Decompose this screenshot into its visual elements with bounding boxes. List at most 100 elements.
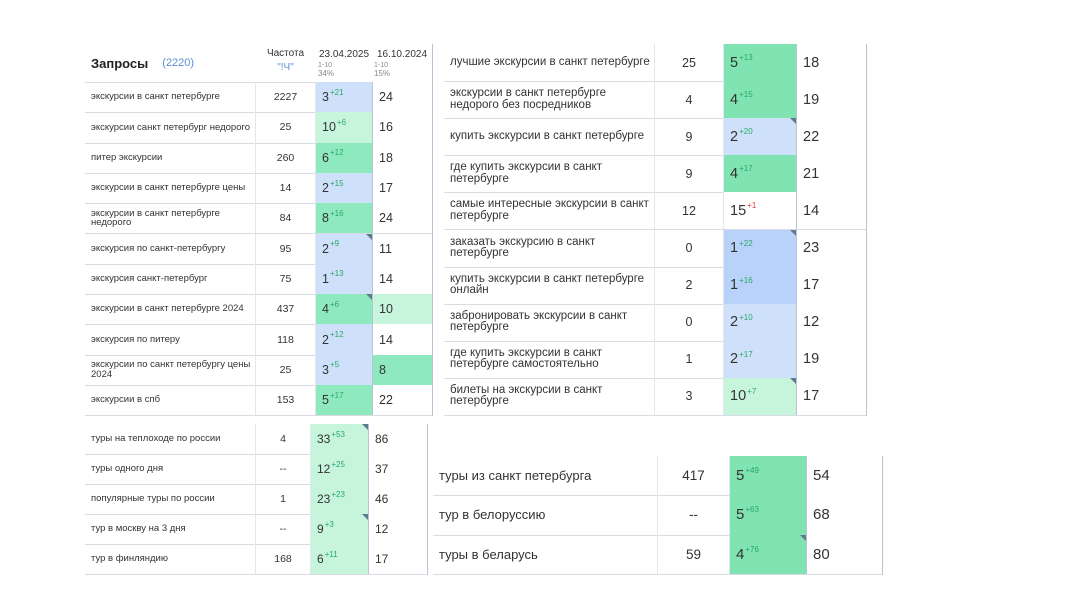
- query-text[interactable]: питер экскурсии: [91, 151, 163, 163]
- query-text[interactable]: билеты на экскурсии в санкт петербурге: [450, 383, 603, 408]
- query-text[interactable]: экскурсия по санкт-петербургу: [91, 242, 226, 254]
- table-row[interactable]: туры на теплоходе по россии 4 33 +53 86: [85, 424, 427, 455]
- query-text[interactable]: тур в белоруссию: [439, 507, 546, 523]
- position-current[interactable]: 10 +7: [724, 377, 796, 415]
- position-previous[interactable]: 12: [796, 303, 866, 341]
- position-previous[interactable]: 37: [368, 454, 427, 484]
- position-current[interactable]: 5 +13: [724, 44, 796, 82]
- position-current[interactable]: 4 +15: [724, 81, 796, 119]
- table-row[interactable]: экскурсии в санкт петербурге цены 14 2 +15 1…: [85, 172, 432, 205]
- position-current[interactable]: 5 +49: [730, 456, 806, 496]
- table-row[interactable]: где купить экскурсии в санкт петербурге 9…: [444, 155, 866, 194]
- table-row[interactable]: заказать экскурсию в санкт петербурге 0 1 +…: [444, 229, 866, 268]
- query-text[interactable]: туры одного дня: [91, 463, 164, 475]
- position-previous[interactable]: 22: [372, 385, 432, 416]
- position-current[interactable]: 1 +16: [724, 266, 796, 304]
- position-previous[interactable]: 23: [796, 229, 866, 267]
- query-text[interactable]: тур в финляндию: [91, 553, 168, 565]
- query-text[interactable]: экскурсии в санкт петербурге 2024: [91, 303, 244, 315]
- query-text[interactable]: забронировать экскурсии в санкт петербур…: [450, 309, 628, 334]
- position-previous[interactable]: 8: [372, 354, 432, 385]
- position-current[interactable]: 12 +25: [311, 454, 368, 484]
- position-current[interactable]: 10 +6: [316, 112, 372, 143]
- table-row[interactable]: тур в финляндию 168 6 +11 17: [85, 544, 427, 575]
- query-text[interactable]: экскурсии в спб: [91, 394, 161, 406]
- position-current[interactable]: 2 +10: [724, 303, 796, 341]
- position-current[interactable]: 4 +17: [724, 155, 796, 193]
- table-row[interactable]: экскурсии в санкт петербурге недорого 84 8…: [85, 203, 432, 235]
- position-previous[interactable]: 86: [368, 424, 427, 454]
- position-current[interactable]: 8 +16: [316, 203, 372, 234]
- query-text[interactable]: туры в беларусь: [439, 546, 538, 562]
- position-previous[interactable]: 14: [796, 192, 866, 230]
- query-text[interactable]: экскурсии в санкт петербурге недорого бе…: [450, 87, 607, 111]
- position-previous[interactable]: 17: [796, 377, 866, 415]
- position-current[interactable]: 23 +23: [311, 484, 368, 514]
- date1-header[interactable]: 23.04.2025 1-10 34%: [316, 44, 372, 82]
- position-previous[interactable]: 24: [372, 203, 432, 234]
- date2-header[interactable]: 16.10.2024 1-10 15%: [372, 44, 432, 82]
- position-previous[interactable]: 11: [372, 233, 432, 264]
- table-row[interactable]: экскурсии санкт петербург недорого 25 10 +6…: [85, 112, 432, 144]
- position-current[interactable]: 5 +63: [730, 495, 806, 535]
- table-row[interactable]: туры из санкт петербурга 417 5 +49 54: [433, 456, 882, 497]
- table-row[interactable]: тур в белоруссию -- 5 +63 68: [433, 495, 882, 536]
- position-current[interactable]: 33 +53: [311, 424, 368, 454]
- query-text[interactable]: купить экскурсии в санкт петербурге: [450, 129, 645, 142]
- query-text[interactable]: самые интересные экскурсии в санкт петер…: [450, 198, 649, 222]
- query-text[interactable]: экскурсии в санкт петербурге цены: [91, 182, 246, 194]
- table-row[interactable]: популярные туры по россии 1 23 +23 46: [85, 484, 427, 515]
- table-row[interactable]: купить экскурсии в санкт петербурге онла…: [444, 266, 866, 305]
- query-text[interactable]: заказать экскурсию в санкт петербурге: [450, 235, 596, 260]
- query-text[interactable]: популярные туры по россии: [91, 493, 215, 505]
- table-row[interactable]: экскурсии в санкт петербурге 2227 3 +21 24: [85, 82, 432, 114]
- position-current[interactable]: 1 +22: [724, 229, 796, 267]
- query-text[interactable]: туры на теплоходе по россии: [91, 433, 221, 445]
- position-previous[interactable]: 19: [796, 340, 866, 378]
- position-current[interactable]: 2 +20: [724, 118, 796, 156]
- table-row[interactable]: экскурсии в спб 153 5 +17 22: [85, 385, 432, 417]
- table-row[interactable]: тур в москву на 3 дня -- 9 +3 12: [85, 514, 427, 545]
- position-previous[interactable]: 80: [806, 534, 882, 574]
- position-current[interactable]: 6 +12: [316, 142, 372, 173]
- table-row[interactable]: экскурсия санкт-петербург 75 1 +13 14: [85, 263, 432, 296]
- table-row[interactable]: билеты на экскурсии в санкт петербурге 3 1…: [444, 377, 866, 416]
- query-text[interactable]: купить экскурсии в санкт петербурге онла…: [450, 272, 645, 297]
- query-text[interactable]: экскурсии санкт петербург недорого: [91, 121, 251, 133]
- query-text[interactable]: экскурсия санкт-петербург: [91, 273, 208, 285]
- table-row[interactable]: купить экскурсии в санкт петербурге 9 2 +20…: [444, 118, 866, 157]
- position-current[interactable]: 9 +3: [311, 514, 368, 544]
- position-previous[interactable]: 22: [796, 118, 866, 156]
- position-current[interactable]: 3 +5: [316, 354, 372, 385]
- position-previous[interactable]: 12: [368, 514, 427, 544]
- position-previous[interactable]: 17: [796, 266, 866, 304]
- table-row[interactable]: забронировать экскурсии в санкт петербур…: [444, 303, 866, 342]
- query-text[interactable]: где купить экскурсии в санкт петербурге …: [450, 346, 602, 371]
- position-current[interactable]: 2 +17: [724, 340, 796, 378]
- position-previous[interactable]: 17: [372, 172, 432, 204]
- position-previous[interactable]: 46: [368, 484, 427, 514]
- position-current[interactable]: 5 +17: [316, 385, 372, 416]
- table-row[interactable]: самые интересные экскурсии в санкт петер…: [444, 192, 866, 231]
- table-row[interactable]: экскурсии в санкт петербурге 2024 437 4 +6 1…: [85, 294, 432, 326]
- position-current[interactable]: 3 +21: [316, 82, 372, 113]
- query-text[interactable]: экскурсии по санкт петербургу цены 2024: [91, 359, 251, 380]
- table-row[interactable]: экскурсия по питеру 118 2 +12 14: [85, 324, 432, 356]
- position-current[interactable]: 2 +12: [316, 324, 372, 355]
- query-text[interactable]: туры из санкт петербурга: [439, 468, 592, 484]
- position-current[interactable]: 2 +15: [316, 172, 372, 204]
- position-current[interactable]: 4 +6: [316, 294, 372, 325]
- table-row[interactable]: где купить экскурсии в санкт петербурге …: [444, 340, 866, 379]
- position-previous[interactable]: 18: [372, 142, 432, 173]
- position-previous[interactable]: 14: [372, 263, 432, 295]
- position-current[interactable]: 2 +9: [316, 233, 372, 264]
- query-text[interactable]: экскурсии в санкт петербурге: [91, 91, 220, 103]
- table-row[interactable]: экскурсия по санкт-петербургу 95 2 +9 11: [85, 233, 432, 265]
- table-row[interactable]: лучшие экскурсии в санкт петербурге 25 5 +1…: [444, 44, 866, 83]
- position-previous[interactable]: 19: [796, 81, 866, 119]
- position-previous[interactable]: 24: [372, 82, 432, 113]
- freq-header[interactable]: Частота "!Ч": [255, 44, 316, 82]
- table-row[interactable]: туры в беларусь 59 4 +76 80: [433, 534, 882, 575]
- position-previous[interactable]: 17: [368, 544, 427, 574]
- position-current[interactable]: 6 +11: [311, 544, 368, 574]
